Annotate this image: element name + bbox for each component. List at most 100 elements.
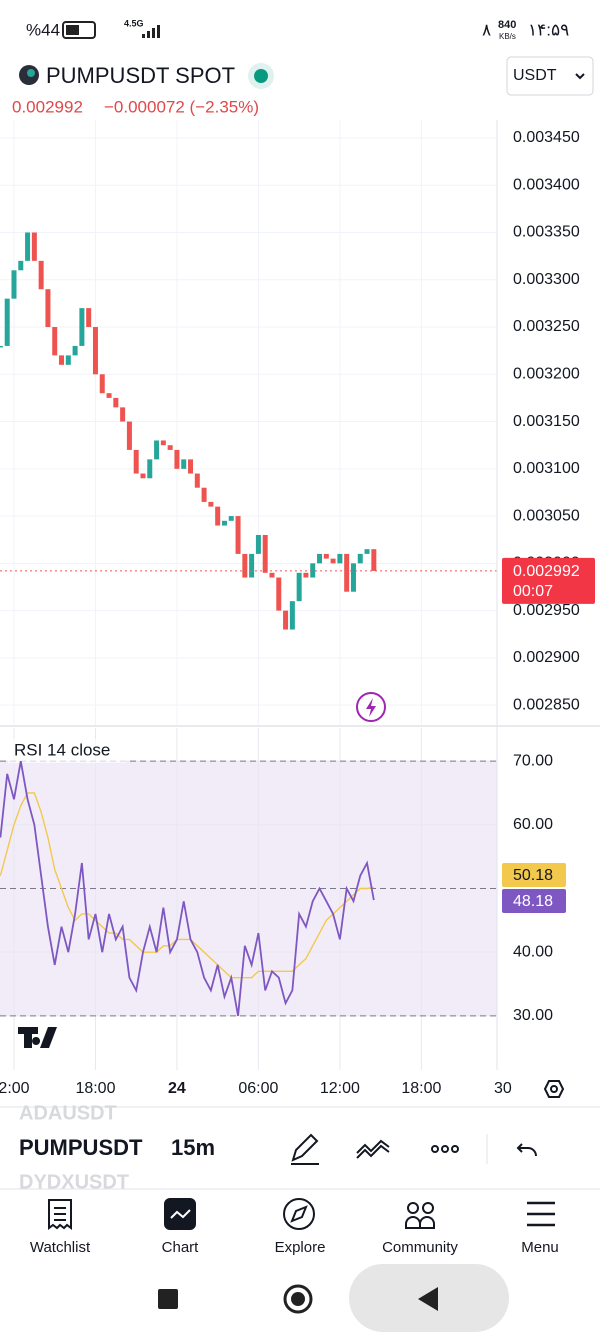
y-tick-label: 0.003100 [513,460,580,477]
candle [344,553,350,592]
candle [59,355,65,365]
network-text: 4.5G [124,18,144,28]
candle [181,459,187,469]
candle [0,345,3,348]
candle [296,572,302,602]
y-tick-label: 0.002900 [513,649,580,666]
candle [269,572,275,578]
explore-icon[interactable] [283,1198,315,1230]
y-tick-label: 0.002950 [513,602,580,619]
chart-icon-line [170,1209,191,1219]
y-tick-label: 30.00 [513,1007,553,1024]
nav-label[interactable]: Watchlist [30,1239,91,1256]
more-button[interactable] [431,1145,459,1153]
candle [323,553,329,559]
interval[interactable]: 15m [171,1135,215,1160]
currency-label[interactable]: USDT [513,67,557,84]
symbol-logo-dot [27,69,35,77]
candle [276,577,282,611]
candle [289,601,295,630]
currency-select[interactable] [506,56,594,96]
nav-label[interactable]: Explore [275,1239,326,1256]
indicators-button[interactable] [356,1139,390,1159]
candle [215,506,221,526]
last-price-tag [502,557,595,604]
explore-needle [290,1205,308,1223]
x-tick-label: 30 [494,1080,512,1097]
candle [255,534,261,554]
lightning-icon [366,698,376,717]
candle [79,308,85,346]
value-tag-label: 48.18 [513,893,553,910]
candle [72,345,78,356]
last-price-label: 0.002992 [513,563,580,580]
undo-button[interactable] [516,1143,537,1157]
candle [11,270,17,299]
market-status [254,69,268,83]
candle [242,553,248,578]
rsi-line [0,760,375,1017]
nav-label[interactable]: Community [382,1239,458,1256]
candle [120,407,126,422]
clock: ۱۴:۵۹ [528,20,569,39]
candle [99,374,105,394]
x-tick-label: 12:00 [320,1080,360,1097]
candle [31,232,37,261]
candle [188,459,194,474]
candle [208,501,214,507]
currency-caret [575,73,585,80]
settings-button[interactable] [543,1080,565,1098]
candle [52,327,58,356]
recents-button[interactable] [158,1289,178,1309]
prev-symbol: ADAUSDT [19,1102,117,1124]
watchlist-icon[interactable] [48,1199,72,1230]
y-tick-label: 0.003050 [513,507,580,524]
y-tick-label: 0.003150 [513,413,580,430]
candle [106,393,112,398]
candle [371,549,377,571]
x-tick-label: 18:00 [401,1080,441,1097]
candle [364,549,370,554]
nav-label[interactable]: Menu [521,1239,559,1256]
candle [350,563,356,592]
value-tag [502,889,566,913]
back-button[interactable] [418,1287,438,1311]
y-tick-label: 60.00 [513,816,553,833]
battery-icon [62,21,96,39]
toolbar-symbol[interactable]: PUMPUSDT [19,1135,143,1160]
speed-value: 840 [498,19,516,31]
candle [86,308,92,328]
header-change: −0.000072 (−2.35%) [104,97,259,116]
home-button[interactable] [283,1284,313,1314]
y-tick-label: 0.002850 [513,696,580,713]
candle [133,449,139,474]
price-pane: 0.003450 0.003400 0.003350 0.003300 0.003250… [0,120,595,725]
menu-icon[interactable] [527,1201,555,1227]
rsi-title: RSI 14 close [14,740,110,759]
candle [194,473,200,488]
candle [303,572,309,578]
nav-labels: Watchlist Chart Explore Community Menu [30,1239,559,1256]
next-symbol: DYDXUSDT [19,1171,129,1193]
header-price: 0.002992 [12,97,83,116]
draw-button[interactable] [291,1133,319,1165]
speed-unit: KB/s [499,32,516,41]
symbol-title[interactable]: PUMPUSDT SPOT [46,63,235,88]
nav-label[interactable]: Chart [162,1239,200,1256]
y-tick-label: 0.003300 [513,271,580,288]
community-icon[interactable] [405,1216,435,1229]
y-tick-label: 0.003200 [513,366,580,383]
candle [283,610,289,630]
x-tick-label: 06:00 [238,1080,278,1097]
y-tick-label: 40.00 [513,943,553,960]
candle [174,449,180,469]
rsi-line [0,792,374,979]
y-tick-label: 0.003450 [513,129,580,146]
rsi-pane: 2:00 18:00 24 06:00 12:00 18:00 30 70.00 60.00 40… [0,728,566,1097]
value-tag [502,863,566,887]
battery-level [66,25,79,35]
candle [262,534,268,573]
